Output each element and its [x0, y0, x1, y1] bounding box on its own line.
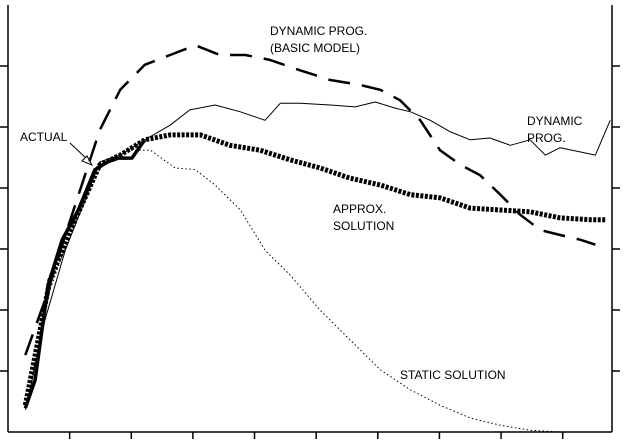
series-label: PROG. [527, 131, 566, 145]
series-line [24, 149, 601, 433]
series-line [22, 132, 606, 406]
series-line [23, 138, 147, 409]
series-label: SOLUTION [333, 219, 394, 233]
series-label: APPROX. [333, 202, 386, 216]
series-label: DYNAMIC PROG. [270, 24, 367, 38]
series-label: STATIC SOLUTION [400, 368, 506, 382]
series-line [27, 101, 611, 401]
series-label: (BASIC MODEL) [270, 41, 360, 55]
series-label: ACTUAL [20, 130, 68, 144]
series-label: DYNAMIC [527, 114, 583, 128]
actual-arrow [69, 142, 89, 161]
series-line [24, 44, 596, 356]
